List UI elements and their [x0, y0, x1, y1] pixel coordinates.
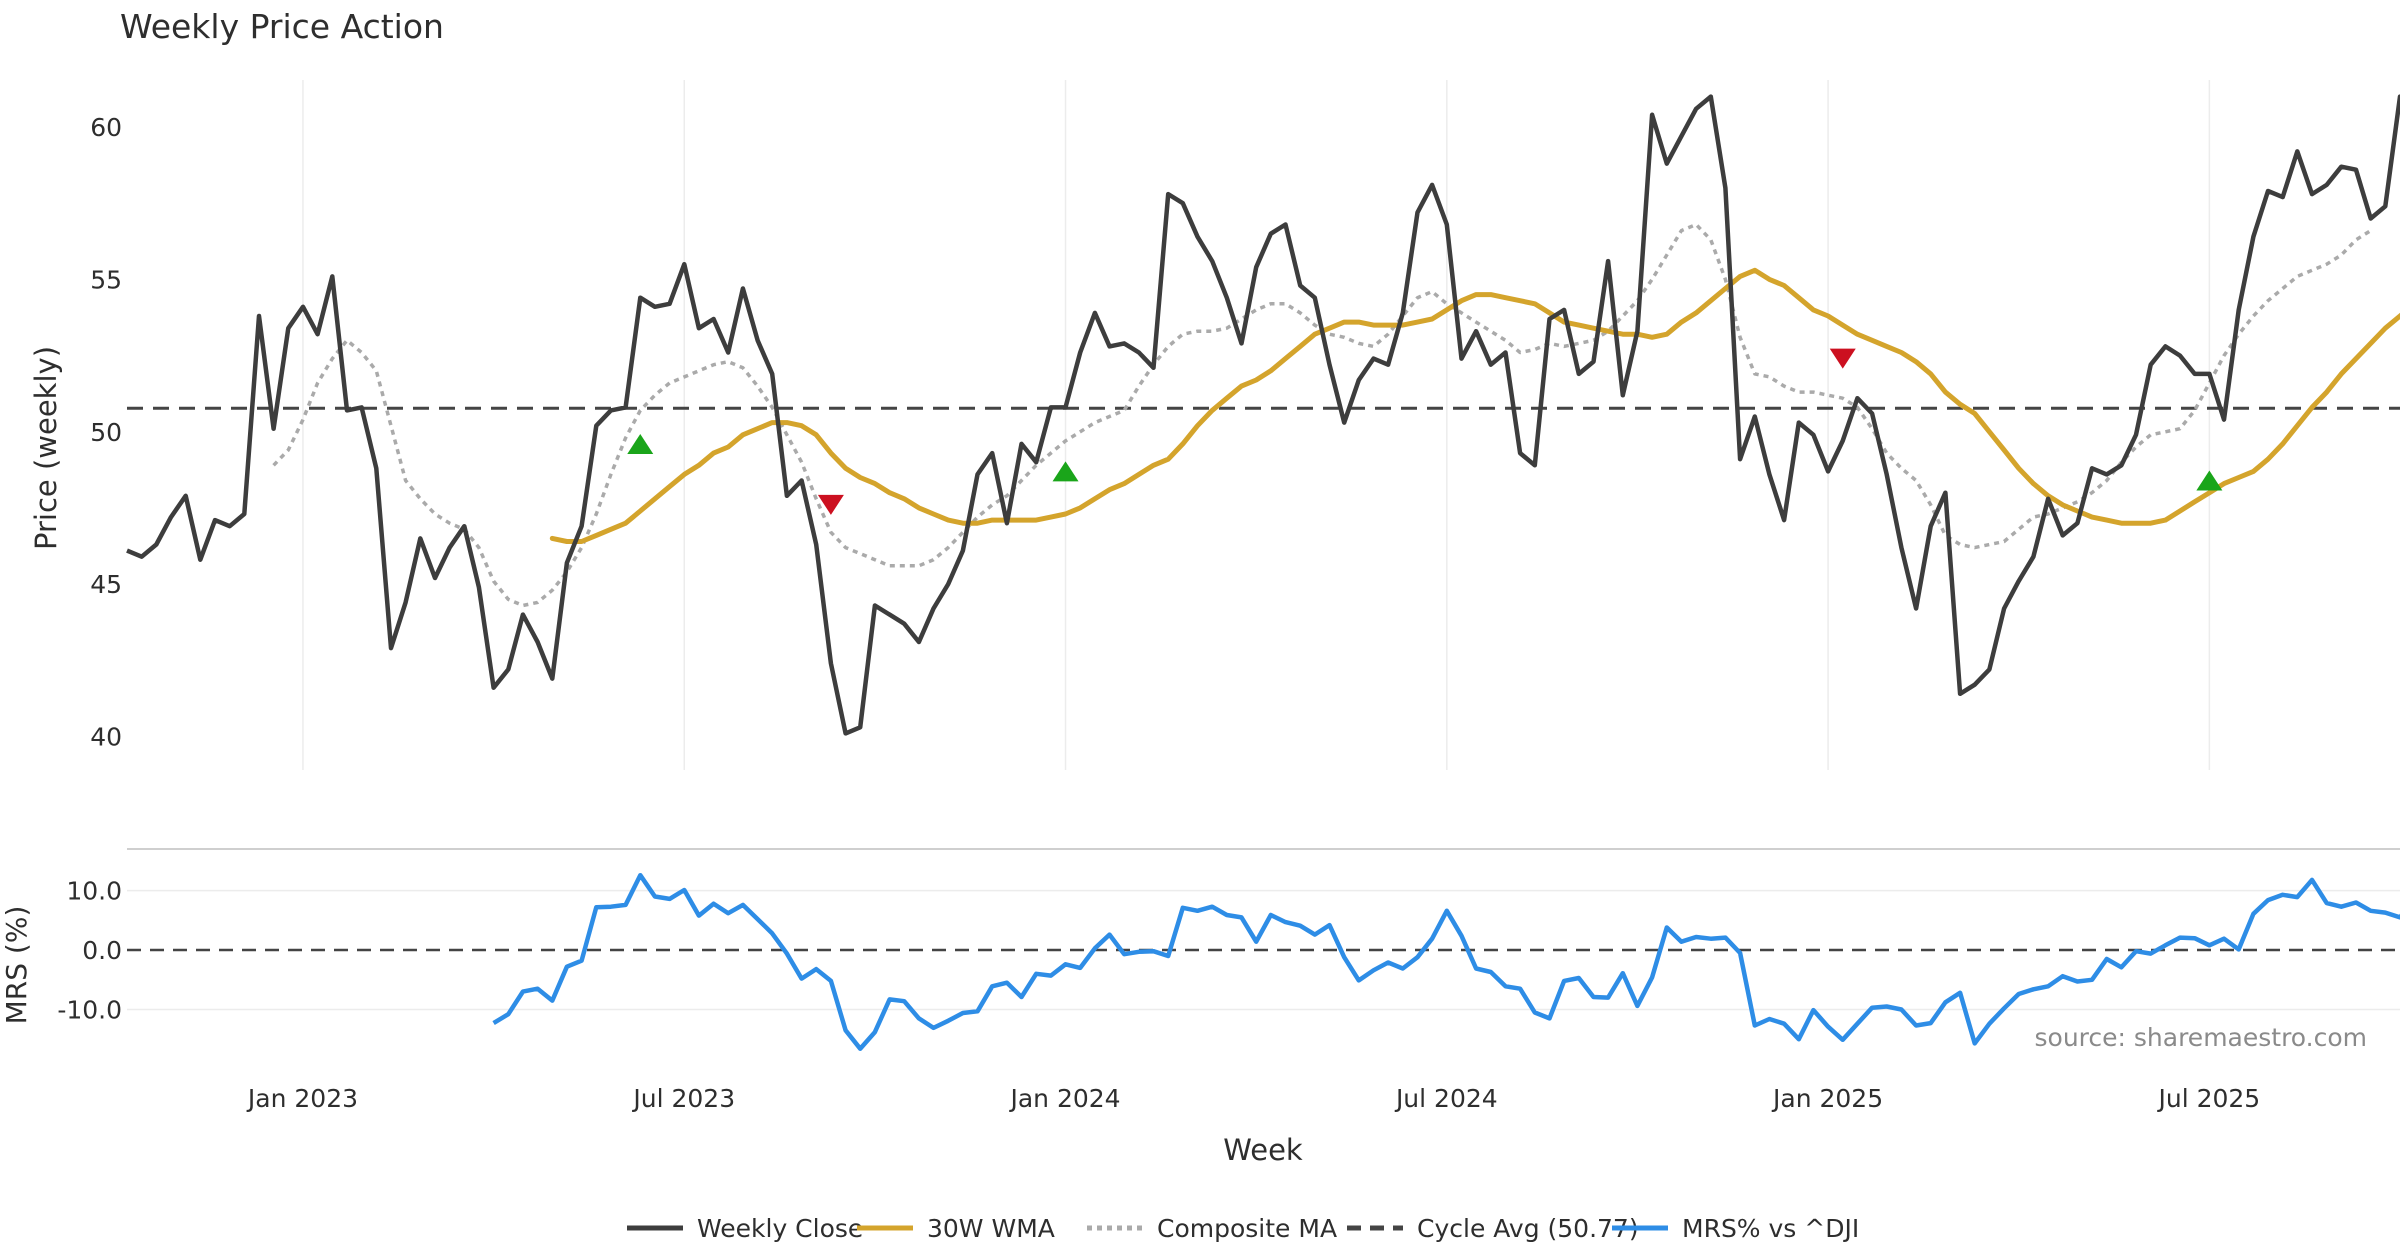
x-tick-label: Jul 2025 — [2156, 1084, 2260, 1113]
x-tick-label: Jan 2025 — [1771, 1084, 1883, 1113]
composite-ma-line — [272, 222, 2372, 608]
mrs-y-tick-label: 0.0 — [82, 936, 122, 965]
mrs-y-tick-label: 10.0 — [66, 877, 122, 906]
mrs-grid — [127, 889, 2400, 1011]
mrs-line — [492, 872, 2400, 1051]
price-series-layer — [126, 94, 2400, 736]
x-tick-labels: Jan 2023 Jul 2023 Jan 2024 Jul 2024 Jan 2025… — [246, 1084, 2260, 1113]
price-y-tick-label: 60 — [90, 113, 122, 142]
x-tick-label: Jul 2024 — [1394, 1084, 1498, 1113]
source-note: source: sharemaestro.com — [2035, 1023, 2368, 1052]
price-grid — [302, 80, 2211, 770]
legend-item: Cycle Avg (50.77) — [1347, 1214, 1639, 1243]
price-y-tick-label: 50 — [90, 418, 122, 447]
legend: Weekly Close 30W WMA Composite MA Cycle Avg… — [627, 1214, 1859, 1243]
price-y-axis-label: Price (weekly) — [29, 346, 63, 550]
legend-label: Composite MA — [1157, 1214, 1337, 1243]
sell-signal-marker — [1829, 348, 1856, 369]
legend-item: MRS% vs ^DJI — [1612, 1214, 1859, 1243]
legend-label: Weekly Close — [697, 1214, 863, 1243]
price-y-tick-label: 55 — [90, 265, 122, 294]
legend-item: Weekly Close — [627, 1214, 863, 1243]
buy-signal-marker — [627, 433, 654, 454]
legend-label: Cycle Avg (50.77) — [1417, 1214, 1639, 1243]
x-tick-label: Jan 2023 — [246, 1084, 358, 1113]
legend-label: MRS% vs ^DJI — [1682, 1214, 1859, 1243]
mrs-y-tick-labels: 10.0 0.0 -10.0 — [57, 877, 122, 1025]
x-tick-label: Jan 2024 — [1008, 1084, 1120, 1113]
sell-signal-marker — [817, 494, 844, 515]
x-axis-label: Week — [1223, 1133, 1303, 1167]
x-tick-label: Jul 2023 — [631, 1084, 735, 1113]
price-y-tick-label: 45 — [90, 570, 122, 599]
chart-title: Weekly Price Action — [120, 7, 444, 46]
mrs-y-tick-label: -10.0 — [57, 995, 122, 1024]
buy-signal-marker — [2196, 470, 2223, 491]
legend-item: Composite MA — [1087, 1214, 1337, 1243]
wma-30w-line — [549, 267, 2400, 544]
price-y-tick-labels: 40 45 50 55 60 — [90, 113, 122, 751]
mrs-y-axis-label: MRS (%) — [0, 906, 33, 1025]
price-y-tick-label: 40 — [90, 722, 122, 751]
legend-label: 30W WMA — [927, 1214, 1055, 1243]
weekly-close-line — [126, 94, 2400, 736]
mrs-series-layer — [127, 872, 2400, 1051]
legend-item: 30W WMA — [857, 1214, 1055, 1243]
buy-signal-marker — [1052, 461, 1079, 482]
signal-markers — [627, 348, 2223, 515]
